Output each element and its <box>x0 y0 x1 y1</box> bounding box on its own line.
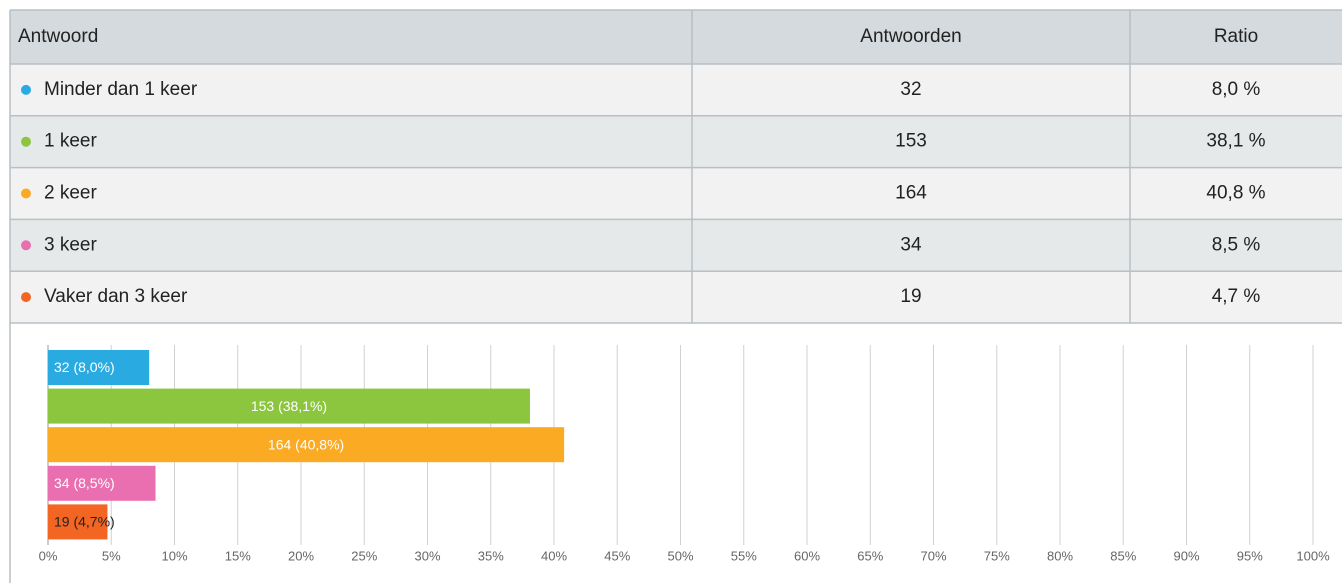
bar-label: 164 (40,8%) <box>268 436 344 452</box>
table-row <box>10 219 1342 272</box>
x-tick-label: 5% <box>102 548 121 563</box>
bar-label: 32 (8,0%) <box>54 359 115 375</box>
table-cell: 8,5 % <box>1212 234 1261 255</box>
legend-dot <box>21 188 31 199</box>
x-tick-label: 70% <box>920 548 946 563</box>
x-tick-label: 0% <box>39 548 58 563</box>
legend-dot <box>21 240 31 251</box>
legend-dot <box>21 136 31 147</box>
x-tick-label: 60% <box>794 548 820 563</box>
bar-label: 153 (38,1%) <box>251 398 327 414</box>
table-cell: 38,1 % <box>1206 131 1265 152</box>
table-cell: 40,8 % <box>1206 183 1265 204</box>
x-tick-label: 75% <box>984 548 1010 563</box>
bar <box>48 465 156 501</box>
table-cell: 8,0 % <box>1212 79 1261 100</box>
table-row <box>10 271 1342 323</box>
header-cell: Antwoorden <box>860 26 961 47</box>
legend-dot <box>21 84 31 95</box>
x-tick-label: 55% <box>731 548 757 563</box>
x-tick-label: 100% <box>1296 548 1330 563</box>
table-cell: Minder dan 1 keer <box>44 79 198 100</box>
table-cell: 153 <box>895 131 927 152</box>
x-tick-label: 80% <box>1047 548 1073 563</box>
table-cell: 1 keer <box>44 131 97 152</box>
x-tick-label: 15% <box>225 548 251 563</box>
bar <box>48 504 108 540</box>
x-tick-label: 90% <box>1173 548 1199 563</box>
table-cell: 4,7 % <box>1212 286 1261 307</box>
table-row <box>10 115 1342 168</box>
x-tick-label: 25% <box>351 548 377 563</box>
x-tick-label: 40% <box>541 548 567 563</box>
bar <box>48 388 530 424</box>
x-tick-label: 95% <box>1237 548 1263 563</box>
bar <box>48 350 150 385</box>
x-tick-label: 85% <box>1110 548 1136 563</box>
table-row <box>10 64 1342 116</box>
x-tick-label: 30% <box>414 548 440 563</box>
x-tick-label: 20% <box>288 548 314 563</box>
x-tick-label: 65% <box>857 548 883 563</box>
header-cell: Antwoord <box>18 26 98 47</box>
table-cell: Vaker dan 3 keer <box>44 286 188 307</box>
table-cell: 3 keer <box>44 234 97 255</box>
table-cell: 34 <box>900 234 922 255</box>
bar-label: 34 (8,5%) <box>54 475 115 491</box>
table-cell: 19 <box>900 286 921 307</box>
legend-dot <box>21 292 31 303</box>
table-cell: 164 <box>895 183 927 204</box>
x-tick-label: 50% <box>667 548 693 563</box>
bar-label: 19 (4,7%) <box>54 514 115 530</box>
header-cell: Ratio <box>1214 26 1258 47</box>
table-cell: 32 <box>900 79 921 100</box>
bar <box>48 427 565 463</box>
header-row <box>10 10 1342 64</box>
x-tick-label: 35% <box>478 548 504 563</box>
table-row <box>10 167 1342 220</box>
x-tick-label: 10% <box>161 548 187 563</box>
table-cell: 2 keer <box>44 183 97 204</box>
x-tick-label: 45% <box>604 548 630 563</box>
